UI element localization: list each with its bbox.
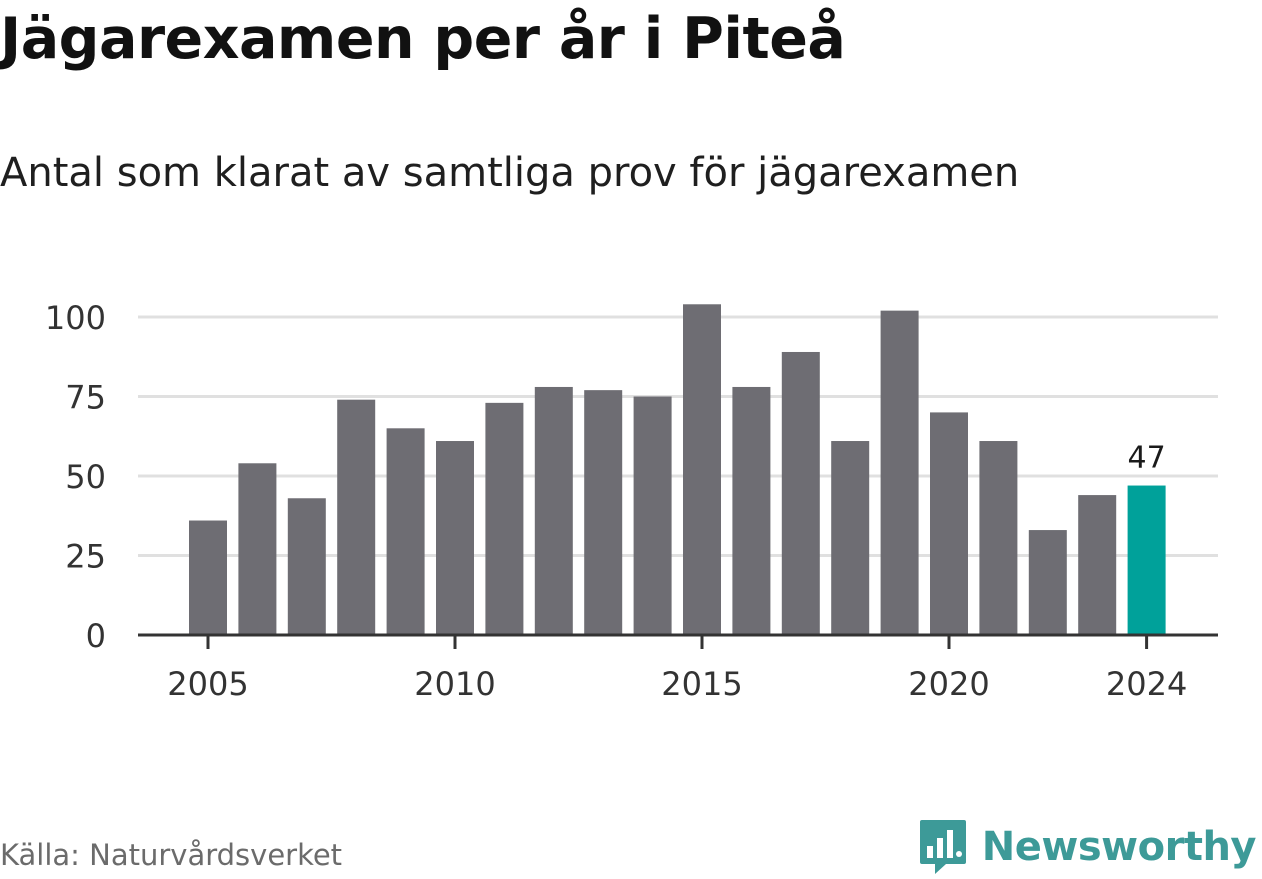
source-note: Källa: Naturvårdsverket [0,838,343,872]
bar-2008 [337,399,376,635]
x-tick-label-2020: 2020 [908,665,989,703]
chart-subtitle: Antal som klarat av samtliga prov för jä… [0,150,1020,196]
y-tick-label-75: 75 [65,379,106,417]
y-tick-label-25: 25 [65,538,106,576]
bar-2023 [1078,495,1117,635]
bar-2020 [930,412,968,635]
y-tick-label-50: 50 [65,458,106,496]
bar-2009 [386,428,425,635]
y-tick-label-0: 0 [86,617,106,655]
x-tick-label-2024: 2024 [1106,665,1187,703]
data-label-2024: 47 [1128,441,1166,476]
y-tick-label-100: 100 [45,299,106,337]
bar-2018 [831,441,870,635]
bar-2024 [1127,485,1166,635]
bar-2006 [238,463,277,635]
bar-2021 [979,441,1018,635]
brand-name: Newsworthy [981,824,1257,870]
bar-2011 [485,402,524,635]
brand-logo[interactable]: Newsworthy [918,818,1257,876]
bar-2015 [683,304,721,635]
bar-2013 [584,390,623,635]
chart-title: Jägarexamen per år i Piteå [0,6,846,72]
bar-2019 [880,310,919,635]
x-tick-label-2015: 2015 [661,665,742,703]
bar-2007 [287,498,326,635]
bar-2010 [436,441,474,635]
bar-chart-speech-bubble-icon [919,820,966,874]
bar-2012 [534,386,573,635]
bar-2005 [189,520,227,635]
x-tick-label-2005: 2005 [167,665,248,703]
x-tick-label-2010: 2010 [414,665,495,703]
bar-2022 [1028,530,1067,635]
bar-2017 [781,351,820,635]
bar-2014 [633,396,672,635]
bar-2016 [732,386,771,635]
